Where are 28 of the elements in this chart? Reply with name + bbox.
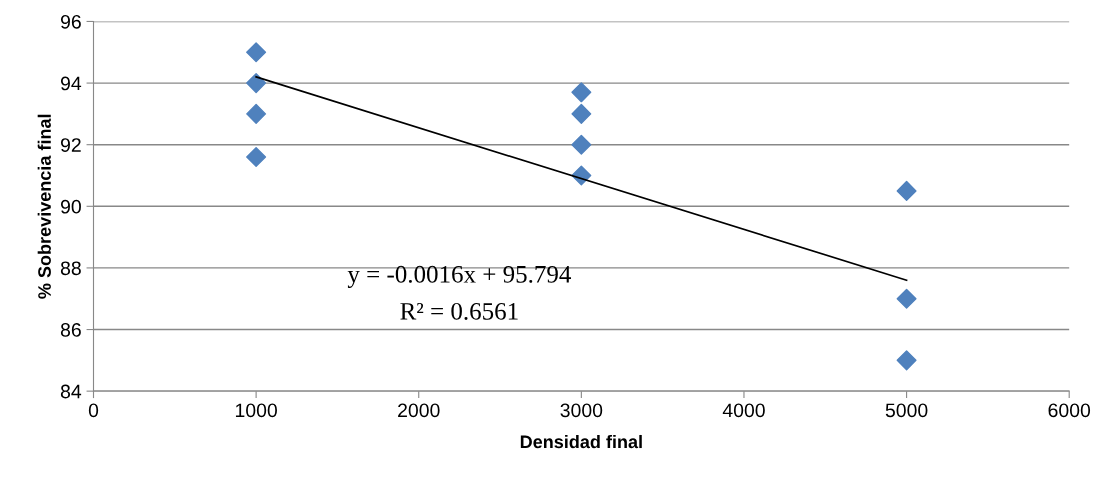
x-tick-label: 6000 [1048,403,1091,418]
x-tick-label: 1000 [235,403,277,418]
y-axis-title: % Sobrevivencia final [37,114,51,299]
y-tick-label: 90 [60,199,81,214]
point [896,350,917,371]
point [246,103,267,124]
point [571,134,592,155]
x-tick-label: 0 [88,403,99,418]
x-tick-label: 5000 [885,403,928,418]
point [571,82,592,103]
y-tick-label: 86 [60,323,81,337]
point [896,288,917,309]
point [246,147,267,168]
point [571,103,592,124]
point [896,180,917,201]
x-tick-label: 3000 [560,403,603,418]
y-tick-label: 94 [60,76,82,91]
y-tick-label: 88 [60,261,81,276]
annotation: y = -0.0016x + 95.794 [347,265,572,288]
point [246,42,267,63]
x-tick-label: 2000 [398,403,440,418]
y-tick-label: 96 [60,14,81,29]
y-tick-label: 84 [60,384,82,399]
annotation: R² = 0.6561 [400,302,518,320]
x-axis-title: Densidad final [520,434,642,449]
x-tick-label: 4000 [722,403,765,418]
y-tick-label: 92 [60,138,81,152]
point [246,73,267,94]
